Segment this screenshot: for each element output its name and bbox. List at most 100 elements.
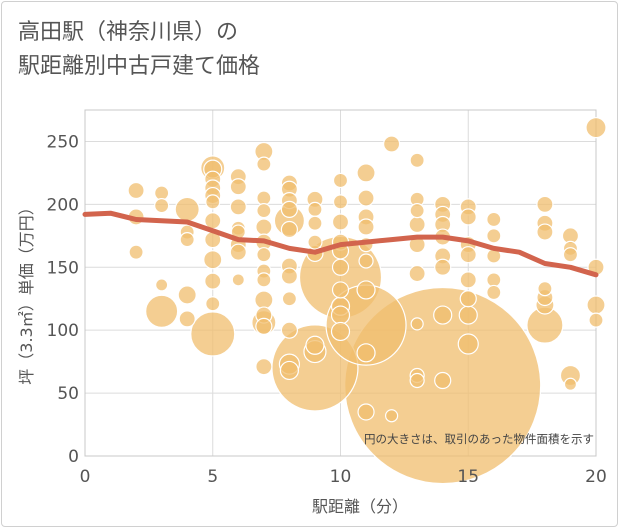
x-axis-title: 駅距離（分）	[312, 497, 408, 516]
bubble-point	[155, 278, 169, 292]
bubble-point	[231, 273, 245, 287]
bubble-point	[585, 117, 607, 139]
y-tick-label: 250	[47, 132, 79, 152]
bubble-point	[154, 198, 170, 214]
bubble-point	[433, 305, 453, 325]
x-tick-label: 10	[330, 467, 352, 487]
bubble-point	[279, 360, 299, 381]
trend-line-layer	[82, 210, 599, 278]
bubble-point	[536, 223, 554, 241]
bubble-point	[459, 271, 477, 289]
x-tick-label: 15	[457, 467, 479, 487]
chart-title-line-2: 駅距離別中古戸建て価格	[18, 54, 261, 79]
y-tick-label: 200	[47, 195, 79, 215]
bubble-point	[280, 200, 298, 218]
bubble-point	[128, 244, 144, 260]
bubble-point	[434, 258, 452, 276]
bubble-point	[332, 172, 349, 189]
bubble-point	[356, 343, 376, 363]
bubble-size-note: 円の大きさは、取引のあった物件面積を示す	[364, 432, 594, 446]
x-tick-label: 5	[207, 467, 218, 487]
bubble-point	[204, 272, 222, 290]
bubble-point	[330, 321, 351, 342]
bubble-point	[356, 163, 376, 183]
bubble-point	[256, 190, 272, 206]
bubble-point	[357, 403, 375, 421]
bubble-point	[305, 335, 325, 355]
bubble-point	[409, 372, 425, 389]
y-tick-label: 100	[47, 321, 79, 341]
y-tick-label: 0	[68, 447, 79, 467]
bubble-point	[280, 267, 298, 285]
bubble-point	[203, 250, 223, 270]
bubble-point	[281, 291, 297, 307]
y-tick-label: 150	[47, 258, 79, 278]
bubble-point	[385, 409, 399, 423]
bubble-point	[190, 311, 236, 357]
bubble-point	[562, 247, 579, 263]
bubble-point	[256, 272, 272, 288]
bubble-point	[127, 181, 145, 200]
bubble-point	[255, 358, 273, 376]
bubble-point	[254, 290, 274, 310]
bubble-point	[205, 194, 221, 210]
bubble-point	[459, 290, 477, 308]
bubble-point	[330, 305, 351, 325]
bubble-point	[537, 281, 553, 297]
bubble-point	[358, 253, 374, 269]
bubble-point	[307, 201, 323, 217]
bubble-point	[205, 296, 221, 312]
chart-title: 高田駅（神奈川県）の 駅距離別中古戸建て価格	[18, 16, 260, 84]
bubble-point	[383, 135, 401, 153]
plot-border	[84, 109, 597, 457]
bubble-point	[331, 258, 350, 276]
bubble-point	[255, 317, 273, 336]
bubble-point	[256, 156, 272, 172]
bubble-point	[486, 284, 502, 301]
bubble-point	[255, 218, 273, 236]
bubble-point	[256, 203, 272, 219]
bubble-point	[178, 310, 196, 328]
bubble-point	[229, 198, 247, 216]
bubble-point	[563, 377, 578, 391]
bubble-point	[434, 371, 452, 390]
y-axis-title: 坪（3.3㎡）単価（万円）	[17, 199, 36, 384]
bubble-point	[410, 317, 424, 331]
bubble-point	[256, 247, 272, 263]
bubble-point	[174, 196, 200, 222]
bubble-point	[357, 189, 375, 207]
bubble-point	[331, 281, 350, 299]
bubble-point	[588, 312, 604, 328]
bubble-point	[154, 185, 170, 201]
x-tick-label: 0	[80, 467, 91, 487]
bubble-point	[408, 215, 426, 234]
bubble-point	[408, 264, 426, 283]
bubble-point	[229, 243, 247, 261]
bubble-point	[458, 305, 478, 325]
bubble-point	[177, 285, 197, 305]
bubble-point	[459, 246, 477, 264]
bubble-point	[280, 220, 298, 239]
average-trend-line	[82, 210, 599, 278]
bubble-point	[356, 280, 376, 300]
bubble-point	[357, 218, 375, 236]
bubble-point	[280, 321, 298, 339]
bubble-point	[486, 211, 502, 228]
bubble-point	[332, 194, 349, 210]
y-tick-label: 50	[57, 384, 79, 404]
bubble-point	[586, 295, 606, 315]
chart-title-line-1: 高田駅（神奈川県）の	[18, 20, 239, 45]
bubble-point	[459, 208, 477, 226]
x-tick-label: 20	[585, 467, 607, 487]
bubble-point	[229, 178, 247, 196]
bubble-point	[307, 215, 323, 231]
bubble-point	[307, 234, 323, 250]
bubble-point	[145, 294, 179, 328]
bubble-point	[457, 333, 479, 355]
bubble-point	[486, 272, 502, 288]
bubble-point	[536, 195, 554, 213]
bubble-point	[409, 152, 425, 168]
bubble-point	[409, 203, 425, 219]
